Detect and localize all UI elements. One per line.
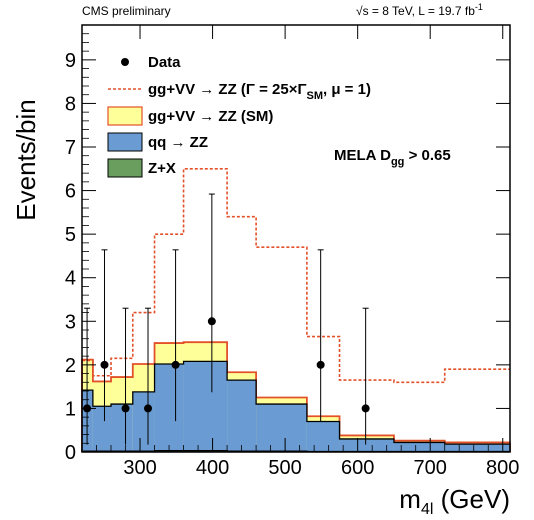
x-tick-label-500: 500: [268, 457, 301, 479]
y-tick-label-4: 4: [65, 268, 76, 290]
legend-item-sm: gg+VV → ZZ (SM): [107, 106, 273, 126]
bar-qqzz-11: [444, 444, 510, 452]
data-point-3: [144, 404, 153, 413]
y-tick-label-5: 5: [65, 224, 76, 246]
bar-qqzz-1: [92, 406, 112, 452]
energy-lumi-label: √s = 8 TeV, L = 19.7 fb-1: [356, 2, 483, 18]
stacked-histogram: [81, 341, 511, 453]
data-point-2: [121, 404, 130, 413]
legend-zx-swatch: [107, 158, 143, 178]
y-tick-label-8: 8: [65, 93, 76, 115]
x-tick-label-400: 400: [196, 457, 229, 479]
cms-preliminary-label: CMS preliminary: [82, 4, 171, 18]
bar-qqzz-9: [339, 438, 394, 452]
bar-qqzz-2: [111, 404, 133, 452]
plot-frame: [81, 24, 511, 453]
y-tick-label-7: 7: [65, 137, 76, 159]
y-tick-label-1: 1: [65, 398, 76, 420]
legend-alt-signal-label: gg+VV → ZZ (Γ = 25×ΓSM, μ = 1): [148, 81, 371, 102]
legend-sm-swatch: [107, 106, 143, 126]
legend-item-data: Data: [121, 54, 181, 71]
data-point-7: [361, 404, 370, 413]
alt-signal-histogram: [82, 167, 510, 384]
x-tick-label-600: 600: [341, 457, 374, 479]
alt-signal-line: [82, 167, 510, 384]
legend-zx-label: Z+X: [148, 160, 176, 177]
bar-qqzz-6: [227, 380, 257, 452]
bar-qqzz-4: [154, 363, 184, 452]
bar-qqzz-7: [256, 404, 307, 452]
x-tick-label-700: 700: [414, 457, 447, 479]
bar-qqzz-5: [183, 361, 228, 452]
bar-qqzz-8: [306, 421, 340, 452]
y-tick-label-0: 0: [65, 442, 76, 464]
legend-data-marker: [121, 58, 129, 66]
legend-qqzz-label: qq → ZZ: [148, 134, 208, 151]
axes: 0 1 2 3 4 5 6 7 8 9 300 400 500 600 700 800: [65, 24, 519, 479]
legend-item-qqzz: qq → ZZ: [107, 132, 208, 152]
y-tick-label-9: 9: [65, 50, 76, 72]
mela-annotation: MELA Dgg > 0.65: [334, 147, 451, 168]
legend-sm-label: gg+VV → ZZ (SM): [148, 108, 273, 125]
y-axis-title: Events/bin: [11, 99, 41, 220]
data-point-4: [171, 360, 180, 369]
x-tick-label-800: 800: [486, 457, 519, 479]
data-point-6: [316, 360, 325, 369]
bar-qqzz-10: [393, 442, 445, 452]
x-tick-label-300: 300: [123, 457, 156, 479]
y-tick-label-6: 6: [65, 181, 76, 203]
legend-item-zx: Z+X: [107, 158, 176, 178]
data-points: [83, 193, 370, 445]
legend-data-label: Data: [148, 54, 181, 71]
data-point-5: [207, 317, 216, 326]
legend: Data gg+VV → ZZ (Γ = 25×ΓSM, μ = 1) gg+V…: [107, 54, 371, 178]
legend-item-alt-signal: gg+VV → ZZ (Γ = 25×ΓSM, μ = 1): [108, 81, 371, 102]
bar-qqzz-3: [132, 391, 155, 452]
data-point-1: [100, 360, 109, 369]
x-axis-title: m4l (GeV): [399, 484, 510, 518]
y-tick-label-2: 2: [65, 355, 76, 377]
outline-qqzz: [81, 360, 511, 452]
legend-qqzz-swatch: [107, 132, 143, 152]
y-tick-label-3: 3: [65, 311, 76, 333]
